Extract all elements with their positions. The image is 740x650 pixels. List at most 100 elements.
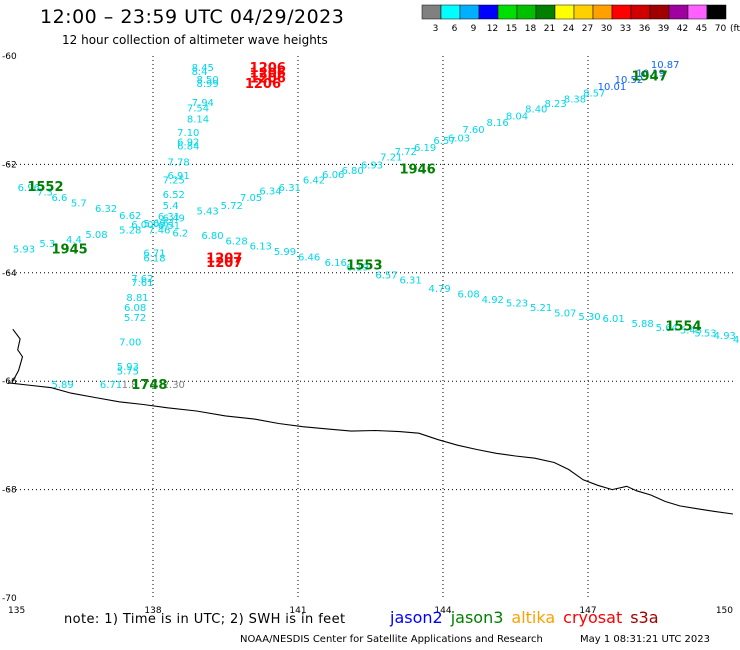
x-tick-label: 141 xyxy=(289,606,306,616)
wave-height-label: 6.32 xyxy=(95,204,117,215)
legend-tick-33: 33 xyxy=(620,24,631,34)
wave-height-label: 6.91 xyxy=(168,171,190,182)
legend-tick-42: 42 xyxy=(677,24,688,34)
altimeter-map: 135 138 141 144 147 150 -60 -62 -64 -66 -68 -70 6.96… xyxy=(2,52,740,616)
wave-height-label: 6.51 xyxy=(158,221,180,232)
wave-height-label: 6.18 xyxy=(143,254,165,265)
wave-height-label: 5.89 xyxy=(52,380,74,391)
wave-height-label: 7.72 xyxy=(395,147,417,158)
x-tick-label: 138 xyxy=(144,606,161,616)
wave-height-label: 7.05 xyxy=(240,193,262,204)
wave-height-label: 5.93 xyxy=(13,244,35,255)
wave-height-label: 7.54 xyxy=(187,103,209,114)
wave-height-label: 4.4 xyxy=(66,235,82,246)
wave-height-label: 5.23 xyxy=(506,299,528,310)
wave-height-label: 5.30 xyxy=(578,312,600,323)
legend-tick-9: 9 xyxy=(471,24,477,34)
legend-tick-70: 70 xyxy=(715,24,727,34)
wave-height-label: 5.99 xyxy=(274,247,296,258)
wave-height-label: 7.60 xyxy=(462,125,484,136)
wave-height-label: 8.14 xyxy=(187,114,209,125)
pass-time-label: 1207 xyxy=(206,252,242,267)
pass-time-label: 1206 xyxy=(250,66,286,81)
y-tick-label: -68 xyxy=(2,486,17,496)
pass-time-label: 1554 xyxy=(665,319,701,334)
legend-tick-15: 15 xyxy=(506,24,517,34)
wave-height-label: 7.00 xyxy=(119,338,141,349)
wave-height-label: 5.21 xyxy=(530,303,552,314)
wave-height-label: 6.31 xyxy=(400,275,422,286)
chart-title: 12:00 – 23:59 UTC 04/29/2023 xyxy=(40,6,345,28)
wave-height-label: 6.52 xyxy=(163,190,185,201)
wave-height-label: 5.7 xyxy=(71,198,87,209)
wave-height-label: 6.06 xyxy=(322,170,344,181)
wave-height-label: 2.30 xyxy=(163,380,185,391)
wave-height-label: 6.34 xyxy=(259,186,281,197)
wave-height-label: 7.46 xyxy=(148,225,170,236)
wave-height-label: 6.71 xyxy=(143,249,165,260)
pass-time-label: 1947 xyxy=(632,70,668,85)
wave-height-label: 10.19 xyxy=(636,68,665,79)
wave-height-label: 10.01 xyxy=(598,82,627,93)
wave-height-label: 6.19 xyxy=(346,262,368,273)
wave-height-label: 6.62 xyxy=(119,211,141,222)
pass-time-label: 1553 xyxy=(346,259,382,274)
wave-height-label: 8.45 xyxy=(192,63,214,74)
wave-height-label: 6.42 xyxy=(303,176,325,187)
wave-height-label: 5.28 xyxy=(119,225,141,236)
wave-height-label: 6.13 xyxy=(250,242,272,253)
legend-tick-36: 36 xyxy=(639,24,651,34)
wave-height-label: 5.09 xyxy=(143,219,165,230)
legend-swatch-70 xyxy=(706,4,727,20)
legend-tick-39: 39 xyxy=(658,24,670,34)
wave-height-label: 6.08 xyxy=(458,289,480,300)
wave-height-label: 8.16 xyxy=(487,118,509,129)
wave-height-label: 10.87 xyxy=(651,60,680,71)
wave-height-label: 8.23 xyxy=(545,99,567,110)
satellite-s3a: s3a xyxy=(630,608,659,627)
wave-height-label: 6.16 xyxy=(325,258,347,269)
wave-height-label: 6.46 xyxy=(298,253,320,264)
x-tick-label: 147 xyxy=(579,606,596,616)
pass-time-label: 1946 xyxy=(400,163,436,178)
wave-height-label: 5.75 xyxy=(117,366,139,377)
wave-height-label: 8.81 xyxy=(126,293,148,304)
wave-height-label: 5.53 xyxy=(694,328,716,339)
wave-height-label: 5.4 xyxy=(163,201,179,212)
satellite-altika: altika xyxy=(511,608,556,627)
wave-height-label: 5.43 xyxy=(680,326,702,337)
satellite-legend: jason2 jason3 altika cryosat s3a xyxy=(390,608,667,627)
wave-height-label: 8.40 xyxy=(525,105,547,116)
wave-height-label: 5.07 xyxy=(554,308,576,319)
wave-height-label: 5.08 xyxy=(85,230,107,241)
wave-height-label: 6.49 xyxy=(163,214,185,225)
legend-tick-12: 12 xyxy=(487,24,498,34)
chart-subtitle: 12 hour collection of altimeter wave hei… xyxy=(62,33,328,47)
wave-height-label: 5.72 xyxy=(124,313,146,324)
legend-tick-18: 18 xyxy=(525,24,537,34)
wave-height-label: 6.61 xyxy=(153,218,175,229)
y-tick-label: -64 xyxy=(2,269,17,279)
wave-height-label: 5.72 xyxy=(221,201,243,212)
wave-height-label: 7.10 xyxy=(177,128,199,139)
wave-height-label: 7.94 xyxy=(192,98,214,109)
legend-tick-30: 30 xyxy=(601,24,613,34)
wave-height-label: 6.28 xyxy=(226,236,248,247)
pass-time-label: 1206 xyxy=(245,77,281,92)
wave-height-label: 6.71 xyxy=(100,380,122,391)
pass-time-label: 1945 xyxy=(52,242,88,257)
pass-time-label: 1207 xyxy=(206,256,242,271)
legend-tick-27: 27 xyxy=(582,24,593,34)
x-tick-label: 144 xyxy=(434,606,451,616)
wave-height-label: 8.4 xyxy=(192,67,208,78)
wave-height-label: 1.8 xyxy=(122,380,138,391)
coastline xyxy=(7,382,734,515)
wave-height-label: 6.19 xyxy=(414,143,436,154)
wave-height-label: 6.01 xyxy=(603,314,625,325)
coastline-peninsula xyxy=(12,328,24,382)
wave-height-label: 5.64 xyxy=(656,323,678,334)
wave-height-label: 6.57 xyxy=(375,270,397,281)
wave-height-label: 4.92 xyxy=(482,295,504,306)
legend-tick-3: 3 xyxy=(433,24,439,34)
